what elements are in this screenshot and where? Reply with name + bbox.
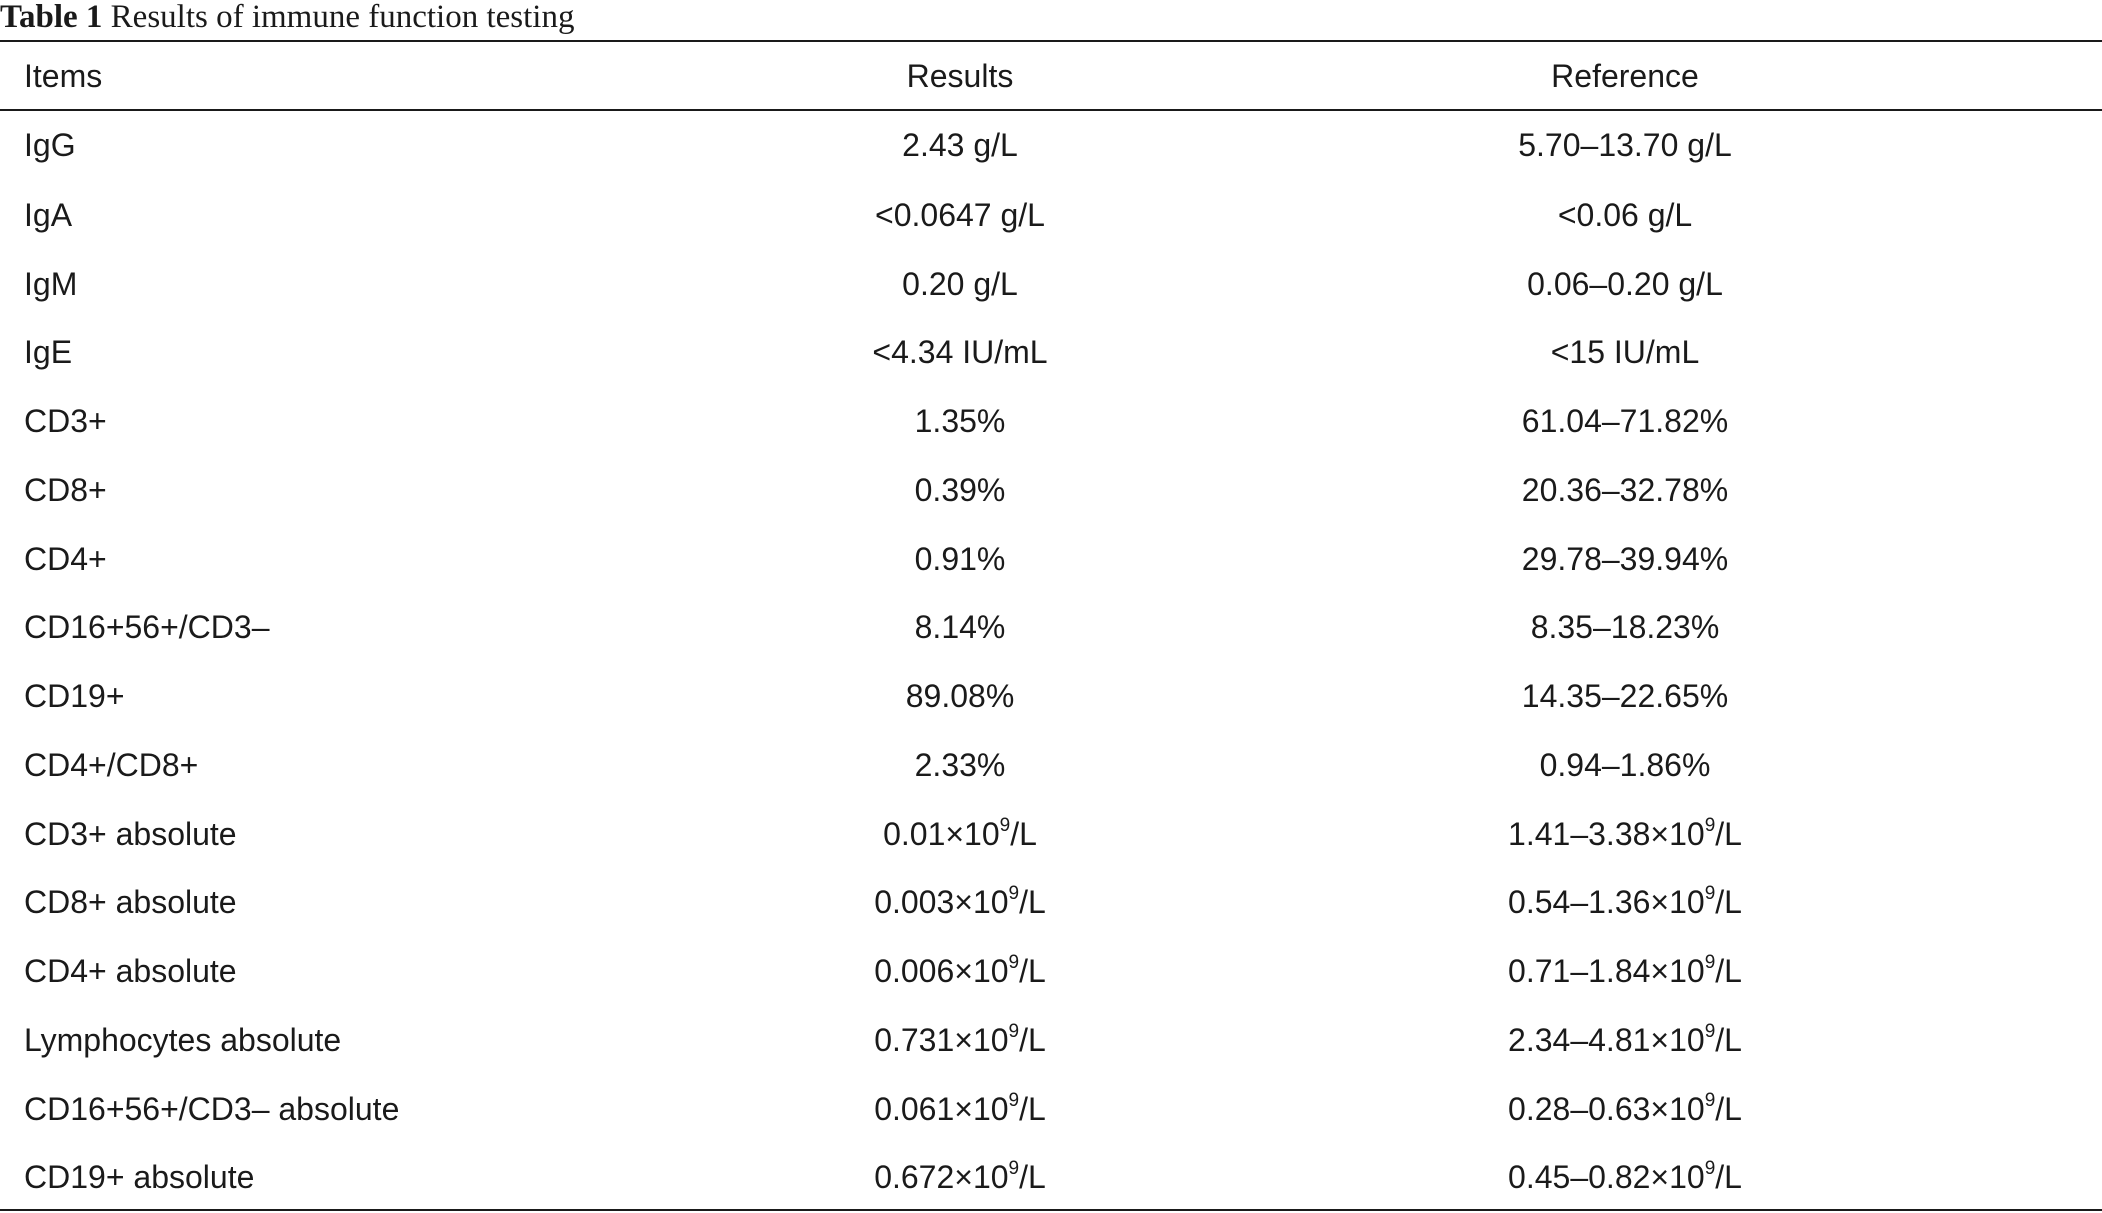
cell-result: 2.33% bbox=[914, 746, 1006, 783]
cell-item: CD4+/CD8+ bbox=[24, 746, 199, 783]
cell-item: IgG bbox=[24, 127, 76, 163]
cell-reference: <0.06 g/L bbox=[1557, 196, 1693, 233]
table-caption: Table 1 Results of immune function testi… bbox=[0, 0, 574, 38]
cell-reference: 0.94–1.86% bbox=[1539, 746, 1711, 783]
cell-reference: <15 IU/mL bbox=[1550, 334, 1700, 371]
cell-result: 0.731×109/L bbox=[874, 1020, 1046, 1058]
cell-reference: 2.34–4.81×109/L bbox=[1508, 1020, 1742, 1058]
cell-reference: 29.78–39.94% bbox=[1521, 540, 1729, 577]
table-row: IgA <0.0647 g/L <0.06 g/L bbox=[0, 181, 2102, 250]
cell-result: <0.0647 g/L bbox=[875, 196, 1045, 233]
table-row: CD8+ 0.39% 20.36–32.78% bbox=[0, 456, 2102, 525]
cell-reference: 0.54–1.36×109/L bbox=[1508, 883, 1742, 921]
cell-reference: 0.71–1.84×109/L bbox=[1508, 952, 1742, 990]
cell-item: CD16+56+/CD3– absolute bbox=[24, 1090, 400, 1127]
column-header-reference: Reference bbox=[1551, 57, 1699, 94]
cell-result: 0.01×109/L bbox=[883, 814, 1037, 852]
table-caption-title: Results of immune function testing bbox=[110, 0, 575, 35]
table-row: IgM 0.20 g/L 0.06–0.20 g/L bbox=[0, 250, 2102, 319]
cell-reference: 0.06–0.20 g/L bbox=[1527, 265, 1723, 302]
cell-item: CD4+ bbox=[24, 540, 107, 577]
cell-result: 0.006×109/L bbox=[874, 952, 1046, 990]
cell-item: IgM bbox=[24, 265, 78, 302]
table-row: CD19+ absolute 0.672×109/L 0.45–0.82×109/L bbox=[0, 1144, 2102, 1213]
cell-item: CD3+ bbox=[24, 403, 107, 440]
cell-item: CD16+56+/CD3– bbox=[24, 609, 270, 646]
immune-function-table: Items Results Reference IgG 2.43 g/L 5.70–… bbox=[0, 42, 2102, 1212]
cell-item: CD8+ bbox=[24, 471, 107, 508]
table-header-row: Items Results Reference bbox=[0, 42, 2102, 110]
cell-reference: 20.36–32.78% bbox=[1521, 471, 1729, 508]
table-row: CD16+56+/CD3– absolute 0.061×109/L 0.28–0.… bbox=[0, 1075, 2102, 1144]
cell-item: IgE bbox=[24, 334, 73, 371]
cell-result: 8.14% bbox=[914, 609, 1006, 646]
table-row: CD16+56+/CD3– 8.14% 8.35–18.23% bbox=[0, 594, 2102, 663]
table-row: CD4+ absolute 0.006×109/L 0.71–1.84×109/L bbox=[0, 937, 2102, 1006]
cell-result: 0.20 g/L bbox=[902, 265, 1018, 302]
cell-item: Lymphocytes absolute bbox=[24, 1021, 342, 1058]
cell-item: CD19+ bbox=[24, 678, 125, 715]
column-header-items: Items bbox=[24, 57, 103, 94]
table-row: CD19+ 89.08% 14.35–22.65% bbox=[0, 662, 2102, 731]
cell-result: 2.43 g/L bbox=[902, 127, 1018, 163]
table-row: CD3+ 1.35% 61.04–71.82% bbox=[0, 387, 2102, 456]
cell-result: 0.061×109/L bbox=[874, 1089, 1046, 1127]
table-row: IgG 2.43 g/L 5.70–13.70 g/L bbox=[0, 110, 2102, 181]
cell-reference: 5.70–13.70 g/L bbox=[1518, 127, 1732, 163]
cell-result: 1.35% bbox=[914, 403, 1006, 440]
table-header-rule bbox=[0, 109, 2102, 111]
cell-item: IgA bbox=[24, 196, 73, 233]
cell-reference: 8.35–18.23% bbox=[1530, 609, 1720, 646]
table-body: IgG 2.43 g/L 5.70–13.70 g/L IgA <0.0647 g/L <… bbox=[0, 110, 2102, 1212]
table-row: CD4+/CD8+ 2.33% 0.94–1.86% bbox=[0, 731, 2102, 800]
cell-reference: 14.35–22.65% bbox=[1521, 678, 1729, 715]
cell-reference: 61.04–71.82% bbox=[1521, 403, 1729, 440]
cell-result: 0.003×109/L bbox=[874, 883, 1046, 921]
column-header-results: Results bbox=[906, 57, 1014, 94]
cell-result: 0.672×109/L bbox=[874, 1158, 1046, 1196]
cell-item: CD3+ absolute bbox=[24, 815, 237, 852]
cell-item: CD8+ absolute bbox=[24, 884, 237, 921]
cell-item: CD19+ absolute bbox=[24, 1159, 255, 1196]
table-row: IgE <4.34 IU/mL <15 IU/mL bbox=[0, 319, 2102, 388]
table-bottom-rule bbox=[0, 1209, 2102, 1211]
table-row: CD4+ 0.91% 29.78–39.94% bbox=[0, 525, 2102, 594]
table-row: Lymphocytes absolute 0.731×109/L 2.34–4.81… bbox=[0, 1006, 2102, 1075]
cell-reference: 1.41–3.38×109/L bbox=[1508, 814, 1742, 852]
cell-result: 89.08% bbox=[905, 678, 1015, 715]
table-caption-label: Table 1 bbox=[0, 0, 103, 35]
table-row: CD8+ absolute 0.003×109/L 0.54–1.36×109/L bbox=[0, 869, 2102, 938]
table-row: CD3+ absolute 0.01×109/L 1.41–3.38×109/L bbox=[0, 800, 2102, 869]
table-top-rule bbox=[0, 40, 2102, 42]
cell-result: 0.39% bbox=[914, 471, 1006, 508]
cell-result: <4.34 IU/mL bbox=[872, 334, 1048, 371]
cell-item: CD4+ absolute bbox=[24, 953, 237, 990]
cell-result: 0.91% bbox=[914, 540, 1006, 577]
cell-reference: 0.45–0.82×109/L bbox=[1508, 1158, 1742, 1196]
cell-reference: 0.28–0.63×109/L bbox=[1508, 1089, 1742, 1127]
